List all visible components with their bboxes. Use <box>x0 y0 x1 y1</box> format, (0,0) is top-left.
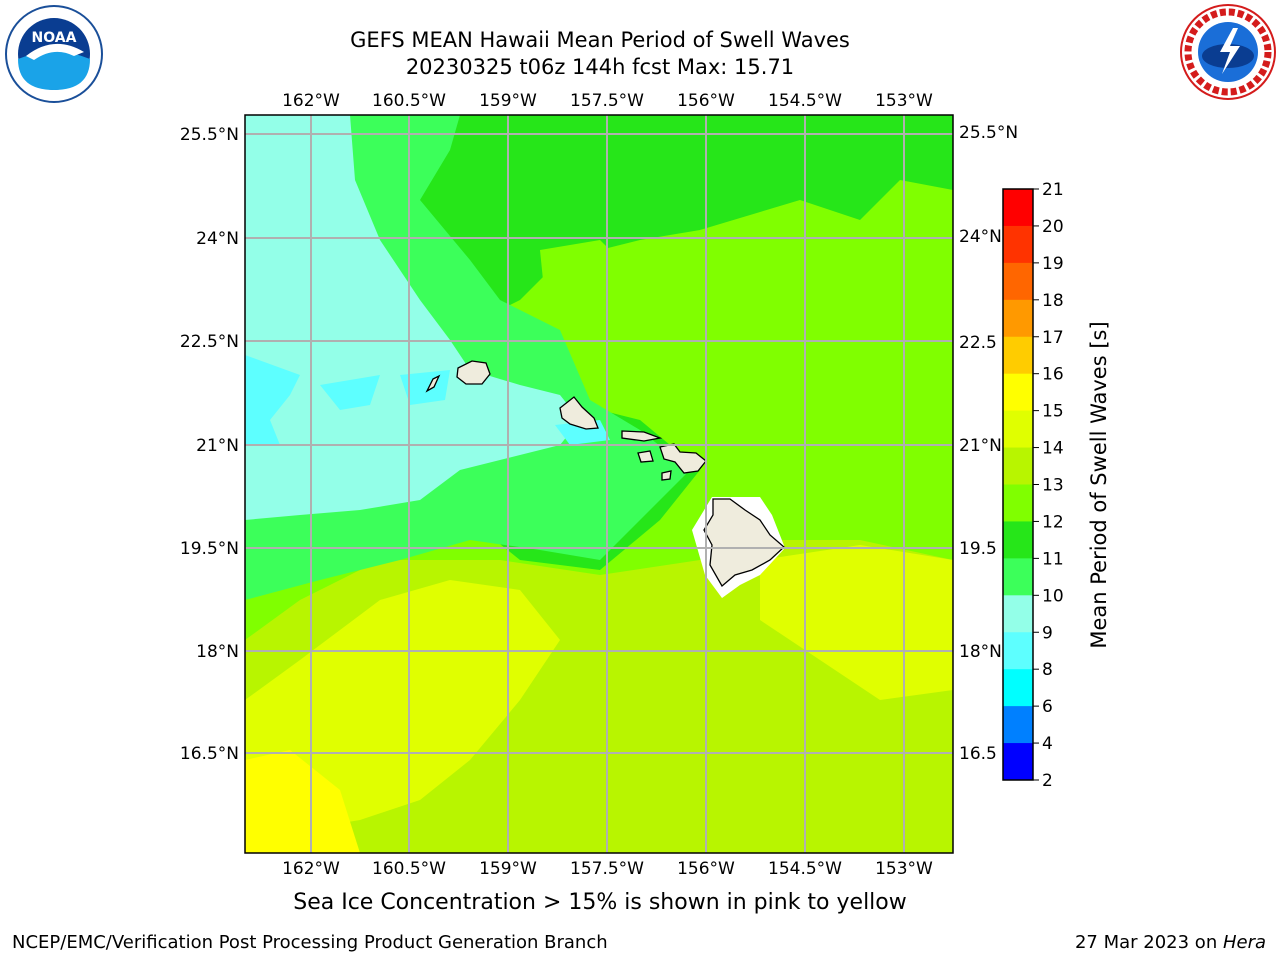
island-maui <box>659 443 707 474</box>
colorbar-tick-label: 21 <box>1042 180 1064 200</box>
sea-ice-note: Sea Ice Concentration > 15% is shown in … <box>293 890 907 915</box>
lon-label-bottom: 153°W <box>875 859 933 879</box>
colorbar-tick-label: 15 <box>1042 402 1064 422</box>
colorbar-label: Mean Period of Swell Waves [s] <box>1087 321 1111 648</box>
swell-period-field <box>245 115 953 853</box>
colorbar-tick-label: 2 <box>1042 771 1053 791</box>
island-lanai <box>637 450 654 463</box>
colorbar-tick-label: 9 <box>1042 623 1053 643</box>
island-niihau <box>425 374 441 393</box>
lat-label-left: 25.5°N <box>180 125 239 145</box>
lat-label-right: 19.5 <box>959 539 997 559</box>
credit-branch: NCEP/EMC/Verification Post Processing Pr… <box>12 932 608 953</box>
colorbar-swatch <box>1003 262 1033 301</box>
colorbar-swatch <box>1003 632 1033 670</box>
colorbar-swatch <box>1003 189 1033 227</box>
lon-label-bottom: 156°W <box>677 859 735 879</box>
colorbar-tick-label: 14 <box>1042 439 1064 459</box>
credit-date: 27 Mar 2023 on Hera <box>1075 932 1266 953</box>
map-frame <box>244 114 954 854</box>
colorbar: 21 20 19 18 17 16 15 14 13 12 11 10 9 8 6 4 2 <box>1002 180 1064 791</box>
lon-label-top: 154.5°W <box>768 91 842 111</box>
region-15-16 <box>245 750 360 853</box>
lat-label-left: 24°N <box>196 229 239 249</box>
lat-label-right: 22.5 <box>959 333 997 353</box>
colorbar-swatch <box>1003 669 1033 707</box>
colorbar-tick-label: 13 <box>1042 476 1064 496</box>
island-oahu <box>559 396 599 430</box>
colorbar-swatch <box>1003 595 1033 633</box>
lat-label-left: 21°N <box>196 436 239 456</box>
lon-label-bottom: 159°W <box>479 859 537 879</box>
colorbar-swatch <box>1003 410 1033 449</box>
lon-label-top: 159°W <box>479 91 537 111</box>
lat-label-right: 21°N <box>959 436 1002 456</box>
island-kahoolawe <box>661 470 672 481</box>
lat-label-right: 24°N <box>959 227 1002 247</box>
colorbar-tick-label: 17 <box>1042 328 1064 348</box>
lon-label-top: 153°W <box>875 91 933 111</box>
colorbar-tick-label: 10 <box>1042 586 1064 606</box>
colorbar-swatch <box>1003 484 1033 522</box>
lon-label-top: 160.5°W <box>372 91 446 111</box>
colorbar-swatch <box>1003 743 1033 781</box>
credit-host: Hera <box>1222 932 1266 953</box>
svg-text:NOAA: NOAA <box>32 30 77 46</box>
lat-label-left: 19.5°N <box>180 539 239 559</box>
credit-date-text: 27 Mar 2023 on <box>1074 932 1223 953</box>
noaa-logo: NOAA <box>5 5 103 103</box>
colorbar-tick-label: 8 <box>1042 660 1053 680</box>
colorbar-tick-label: 4 <box>1042 734 1053 754</box>
colorbar-swatch <box>1003 447 1033 485</box>
region-11-12 <box>350 115 953 320</box>
lat-label-right: 25.5°N <box>959 123 1018 143</box>
region-9-10 <box>245 115 580 520</box>
lon-label-bottom: 157.5°W <box>570 859 644 879</box>
lon-label-bottom: 154.5°W <box>768 859 842 879</box>
lon-label-bottom: 162°W <box>282 859 340 879</box>
colorbar-swatch <box>1003 225 1033 264</box>
lat-label-right: 16.5 <box>959 744 997 764</box>
colorbar-swatch <box>1003 521 1033 559</box>
colorbar-swatch <box>1003 558 1033 596</box>
island-molokai <box>621 430 663 442</box>
colorbar-swatch <box>1003 373 1033 412</box>
lat-label-left: 16.5°N <box>180 744 239 764</box>
colorbar-tick-label: 18 <box>1042 291 1064 311</box>
colorbar-swatch <box>1003 706 1033 744</box>
lat-label-left: 22.5°N <box>180 332 239 352</box>
colorbar-swatch <box>1003 336 1033 375</box>
colorbar-tick-label: 16 <box>1042 365 1064 385</box>
island-kauai <box>456 360 491 385</box>
region-14-15 <box>245 580 560 830</box>
colorbar-tick-label: 11 <box>1042 549 1064 569</box>
colorbar-tick-label: 12 <box>1042 512 1064 532</box>
colorbar-tick-label: 20 <box>1042 217 1064 237</box>
lat-label-left: 18°N <box>196 642 239 662</box>
colorbar-tick-label: 6 <box>1042 697 1053 717</box>
lon-label-top: 162°W <box>282 91 340 111</box>
lon-label-bottom: 160.5°W <box>372 859 446 879</box>
chart-title: GEFS MEAN Hawaii Mean Period of Swell Wa… <box>350 28 850 52</box>
colorbar-swatch <box>1003 299 1033 338</box>
lat-label-right: 18°N <box>959 642 1002 662</box>
region-8-9 <box>245 355 300 445</box>
colorbar-tick-label: 19 <box>1042 254 1064 274</box>
nws-logo <box>1180 4 1276 100</box>
graticule <box>245 115 953 853</box>
chart-subtitle: 20230325 t06z 144h fcst Max: 15.71 <box>405 55 795 79</box>
lon-label-top: 156°W <box>677 91 735 111</box>
lon-label-top: 157.5°W <box>570 91 644 111</box>
